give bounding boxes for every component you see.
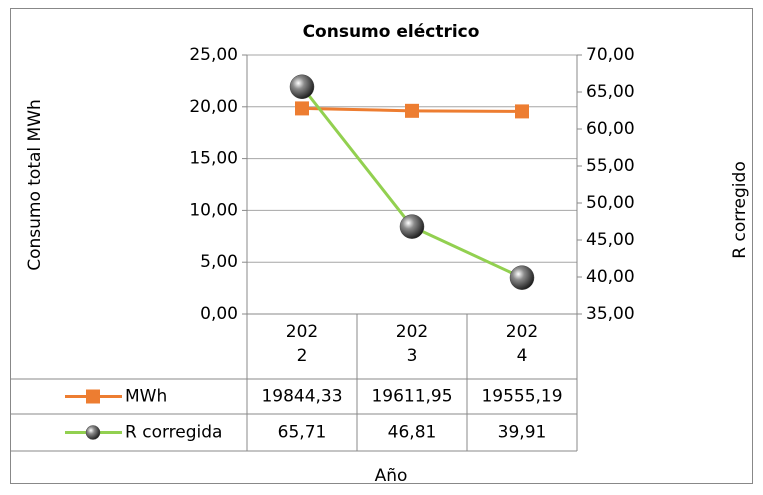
x-axis-title: Año <box>375 466 408 486</box>
y-tick-label: 10,00 <box>189 200 238 220</box>
y2-tick-label: 45,00 <box>586 230 635 250</box>
marker <box>509 265 535 290</box>
legend-label: R corregida <box>125 423 222 443</box>
y2-tick-label: 50,00 <box>586 193 635 213</box>
marker <box>515 104 529 119</box>
legend-marker <box>85 425 101 440</box>
marker <box>405 103 419 118</box>
y2-axis-title: R corregido <box>730 161 750 258</box>
y-tick-label: 5,00 <box>200 252 238 272</box>
chart-title: Consumo eléctrico <box>303 22 480 42</box>
table-value: 46,81 <box>388 423 437 443</box>
y-tick-label: 0,00 <box>200 304 238 324</box>
x-tick-label: 2023 <box>395 322 429 366</box>
table-value: 19555,19 <box>481 387 562 407</box>
y2-tick-label: 55,00 <box>586 156 635 176</box>
x-tick-label: 2024 <box>505 322 539 366</box>
legend-label: MWh <box>125 387 167 407</box>
y-tick-label: 15,00 <box>189 149 238 169</box>
table-value: 19844,33 <box>261 387 342 407</box>
y-tick-label: 20,00 <box>189 97 238 117</box>
chart-border <box>10 8 753 484</box>
x-tick-label: 2022 <box>285 322 319 366</box>
marker <box>399 214 425 239</box>
x-tick-label-text: 2022 <box>285 322 319 366</box>
x-tick-label-text: 2024 <box>505 322 539 366</box>
marker <box>295 101 309 116</box>
y-axis-title: Consumo total MWh <box>25 99 45 271</box>
y2-tick-label: 40,00 <box>586 267 635 287</box>
x-tick-label-text: 2023 <box>395 322 429 366</box>
y2-tick-label: 70,00 <box>586 45 635 65</box>
table-value: 19611,95 <box>371 387 452 407</box>
y2-tick-label: 35,00 <box>586 304 635 324</box>
table-value: 39,91 <box>498 423 547 443</box>
marker <box>289 74 315 99</box>
y-tick-label: 25,00 <box>189 45 238 65</box>
table-value: 65,71 <box>278 423 327 443</box>
legend-marker <box>86 389 100 404</box>
y2-tick-label: 65,00 <box>586 82 635 102</box>
y2-tick-label: 60,00 <box>586 119 635 139</box>
